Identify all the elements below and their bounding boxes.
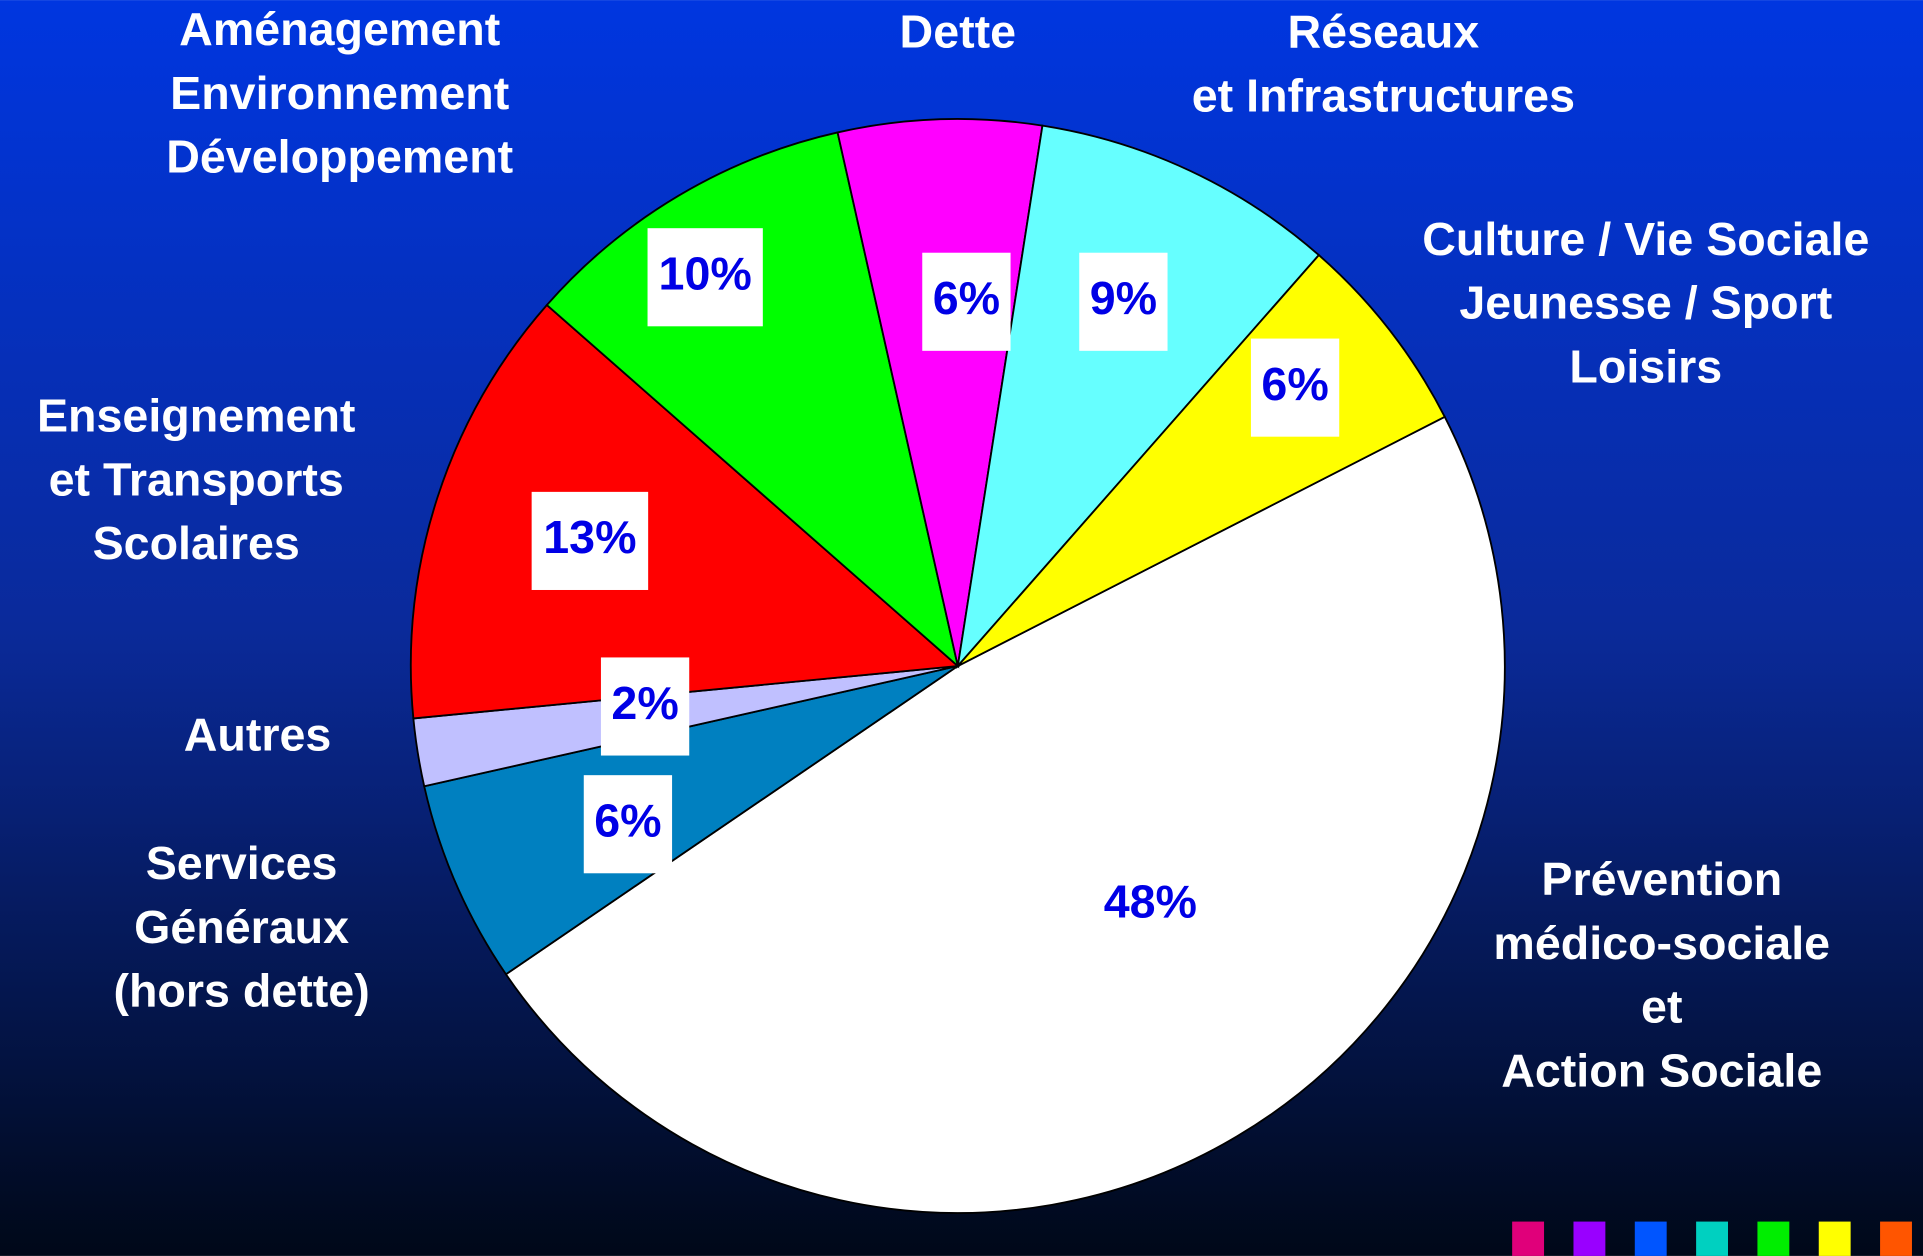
value-label: 2% <box>611 677 678 729</box>
category-label-line: et Infrastructures <box>1192 70 1575 122</box>
category-label-line: (hors dette) <box>113 965 369 1017</box>
category-label-line: Autres <box>184 709 332 761</box>
category-label-line: médico-sociale <box>1493 917 1830 969</box>
category-label-line: Développement <box>166 131 513 183</box>
category-label-line: Services <box>146 837 338 889</box>
value-label-box <box>647 228 763 327</box>
category-label: Aménagement Environnement Développement <box>166 4 513 184</box>
category-label: Services Généraux (hors dette) <box>113 837 369 1017</box>
decor-square <box>1512 1221 1545 1256</box>
value-label: 6% <box>594 795 661 847</box>
category-label: Dette <box>900 6 1017 58</box>
category-label: Enseignement et Transports Scolaires <box>37 390 355 570</box>
pie-slice <box>504 415 1506 1214</box>
category-label-line: et <box>1641 981 1682 1033</box>
value-label: 6% <box>1261 358 1328 410</box>
decor-square <box>1573 1221 1606 1256</box>
category-label-line: Culture / Vie Sociale <box>1422 213 1869 265</box>
decor-square <box>1880 1221 1912 1256</box>
value-label: 6% <box>933 272 1000 324</box>
pie-slice <box>409 303 961 720</box>
category-label: Réseaux et Infrastructures <box>1192 6 1575 122</box>
decor-square <box>1757 1221 1790 1256</box>
value-label-box <box>600 657 690 756</box>
category-label-line: Prévention <box>1541 853 1782 905</box>
category-label-line: Enseignement <box>37 390 355 442</box>
category-label-line: Dette <box>900 6 1017 58</box>
category-label-line: Réseaux <box>1288 6 1480 58</box>
value-label: 48% <box>1104 875 1197 927</box>
decor-squares <box>1512 1221 1912 1256</box>
decor-square <box>1818 1221 1851 1256</box>
category-label-line: Environnement <box>170 67 509 119</box>
category-label-line: Action Sociale <box>1501 1045 1822 1097</box>
value-label: 9% <box>1090 272 1157 324</box>
category-label: Prévention médico-sociale et Action Sociale <box>1493 853 1830 1096</box>
category-label-line: et Transports <box>49 454 344 506</box>
category-label: Culture / Vie Sociale Jeunesse / Sport Loi… <box>1422 213 1869 393</box>
value-label-box <box>531 491 649 590</box>
value-label-box <box>1079 252 1168 351</box>
value-label: 13% <box>543 511 636 563</box>
value-label-box <box>922 252 1011 351</box>
value-label: 10% <box>659 248 752 300</box>
decor-square <box>1634 1221 1667 1256</box>
pie-slice <box>423 665 959 976</box>
category-label-line: Scolaires <box>93 517 300 569</box>
category-label-line: Loisirs <box>1569 341 1722 393</box>
pie-slice <box>956 124 1321 670</box>
value-label-box <box>583 775 673 874</box>
category-label-line: Généraux <box>134 901 349 953</box>
decor-square <box>1696 1221 1729 1256</box>
category-label-line: Aménagement <box>179 4 500 56</box>
category-label: Autres <box>184 709 332 761</box>
category-label-line: Jeunesse / Sport <box>1459 277 1832 329</box>
value-label-box <box>1250 338 1340 437</box>
